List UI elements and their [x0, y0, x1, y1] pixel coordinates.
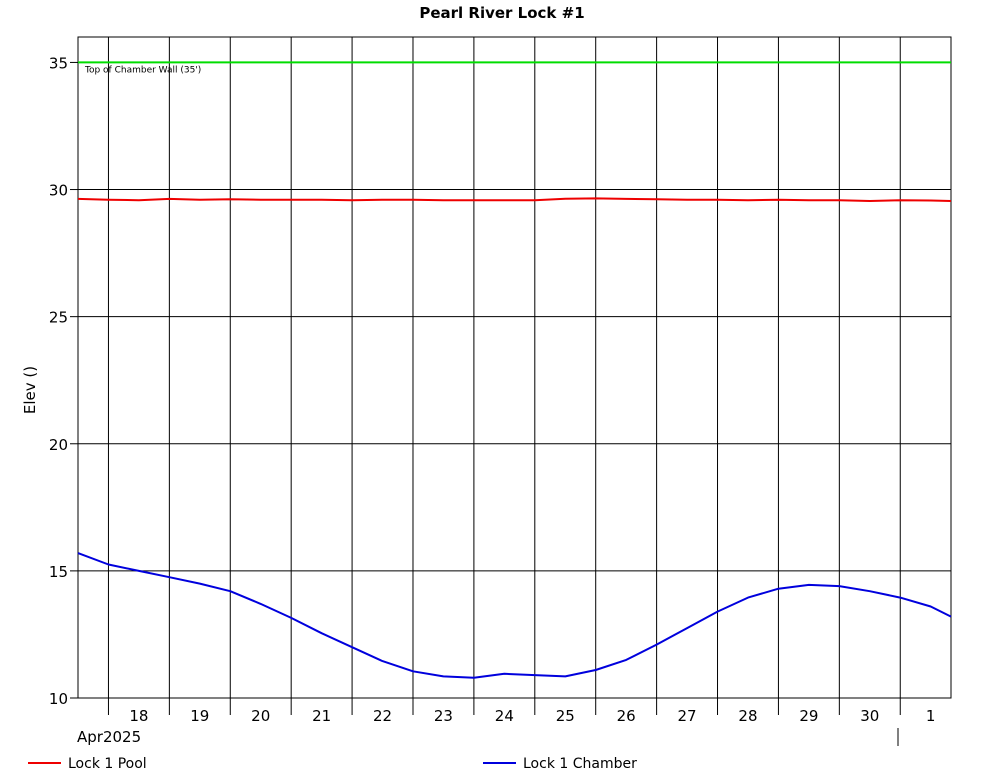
y-tick-label: 15 — [49, 563, 68, 581]
grid — [78, 37, 951, 699]
legend-label: Lock 1 Pool — [68, 756, 147, 772]
y-tick-label: 10 — [49, 690, 68, 708]
series-line-lock-1-pool — [77, 197, 952, 202]
x-tick-label: 18 — [129, 707, 148, 725]
x-tick-label: 20 — [251, 707, 270, 725]
x-tick-label: 19 — [190, 707, 209, 725]
x-tick-label: 28 — [738, 707, 757, 725]
y-tick-label: 25 — [49, 309, 68, 327]
reference-line-group: Top of Chamber Wall (35') — [78, 61, 951, 75]
y-tick-label: 20 — [49, 436, 68, 454]
chart-title: Pearl River Lock #1 — [419, 4, 584, 22]
x-tick-label: 22 — [373, 707, 392, 725]
series-line-lock-1-chamber — [77, 552, 952, 679]
x-tick-label: 26 — [617, 707, 636, 725]
x-tick-label: 24 — [495, 707, 514, 725]
y-axis: 10 15 20 25 30 35 — [49, 54, 78, 708]
x-tick-label: 30 — [860, 707, 879, 725]
y-axis-label: Elev () — [21, 366, 39, 414]
x-axis-month-label: Apr2025 — [77, 728, 141, 746]
legend: Lock 1 Pool Lock 1 Chamber — [28, 756, 637, 772]
x-tick-label: 21 — [312, 707, 331, 725]
y-tick-label: 30 — [49, 182, 68, 200]
reference-line-label: Top of Chamber Wall (35') — [84, 65, 201, 75]
plot-frame — [77, 36, 952, 699]
y-tick-label: 35 — [49, 54, 68, 72]
x-tick-label: 25 — [556, 707, 575, 725]
x-tick-label: 27 — [678, 707, 697, 725]
x-tick-label: 29 — [799, 707, 818, 725]
x-tick-label: 1 — [926, 707, 936, 725]
x-tick-label: 23 — [434, 707, 453, 725]
x-axis: 18 19 20 21 22 23 24 25 26 27 28 29 30 1 — [107, 698, 936, 725]
legend-label: Lock 1 Chamber — [523, 756, 637, 772]
series-group — [77, 197, 952, 679]
